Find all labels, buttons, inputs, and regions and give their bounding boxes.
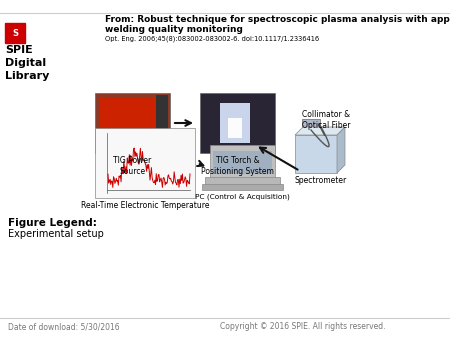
- Text: Copyright © 2016 SPIE. All rights reserved.: Copyright © 2016 SPIE. All rights reserv…: [220, 322, 386, 331]
- Text: Library: Library: [5, 71, 50, 81]
- Text: Collimator &
Optical Fiber: Collimator & Optical Fiber: [302, 110, 351, 130]
- Bar: [205, 177, 280, 185]
- Text: Figure Legend:: Figure Legend:: [8, 218, 97, 228]
- Bar: [210, 145, 275, 178]
- Text: TIG Power
Source: TIG Power Source: [113, 156, 152, 176]
- Text: PC (Control & Acquisition): PC (Control & Acquisition): [195, 193, 290, 199]
- Polygon shape: [337, 127, 345, 173]
- Text: Experimental setup: Experimental setup: [8, 229, 104, 239]
- Bar: [295, 135, 337, 173]
- Bar: [220, 103, 250, 143]
- Polygon shape: [295, 127, 345, 135]
- Bar: [213, 151, 272, 174]
- Text: Date of download: 5/30/2016: Date of download: 5/30/2016: [8, 322, 120, 331]
- Text: SPIE: SPIE: [5, 45, 33, 55]
- Text: From: Robust technique for spectroscopic plasma analysis with application in rea: From: Robust technique for spectroscopic…: [105, 15, 450, 24]
- Text: Opt. Eng. 2006;45(8):083002-083002-6. doi:10.1117/1.2336416: Opt. Eng. 2006;45(8):083002-083002-6. do…: [105, 35, 319, 42]
- Bar: [5, 23, 25, 43]
- Bar: [99, 98, 156, 148]
- Text: S: S: [12, 28, 18, 38]
- Bar: [228, 118, 242, 138]
- Bar: [156, 95, 168, 151]
- Bar: [95, 93, 170, 153]
- Text: welding quality monitoring: welding quality monitoring: [105, 25, 243, 34]
- Text: Digital: Digital: [5, 58, 46, 68]
- Bar: [95, 128, 195, 198]
- Text: Real-Time Electronic Temperature: Real-Time Electronic Temperature: [81, 201, 209, 210]
- Bar: [202, 184, 283, 190]
- Bar: [302, 119, 320, 130]
- Bar: [200, 93, 275, 153]
- Text: TIG Torch &
Positioning System: TIG Torch & Positioning System: [201, 156, 274, 176]
- Text: Spectrometer: Spectrometer: [295, 176, 347, 185]
